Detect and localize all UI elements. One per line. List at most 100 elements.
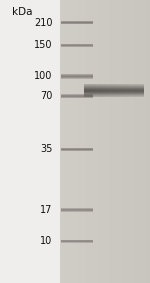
Bar xyxy=(80,0,81,283)
Bar xyxy=(140,84,142,97)
Bar xyxy=(146,0,147,283)
Bar xyxy=(102,84,104,97)
Bar xyxy=(102,0,104,283)
Bar xyxy=(72,0,74,283)
Bar xyxy=(96,84,98,97)
Bar xyxy=(116,0,117,283)
Bar xyxy=(136,0,138,283)
Bar xyxy=(141,0,142,283)
Bar xyxy=(84,95,144,96)
Bar xyxy=(132,0,134,283)
Bar xyxy=(110,0,111,283)
Text: 210: 210 xyxy=(34,18,52,28)
Bar xyxy=(128,84,130,97)
Bar xyxy=(98,84,100,97)
Bar xyxy=(110,84,112,97)
Bar xyxy=(130,84,132,97)
Bar xyxy=(84,86,144,87)
Bar xyxy=(94,84,96,97)
Bar xyxy=(84,85,144,86)
Bar xyxy=(126,84,128,97)
Bar xyxy=(118,84,120,97)
Bar xyxy=(75,0,76,283)
Bar xyxy=(117,0,118,283)
Bar xyxy=(88,84,90,97)
Bar xyxy=(70,0,72,283)
Bar xyxy=(99,0,100,283)
Bar xyxy=(134,84,136,97)
Bar xyxy=(60,0,61,283)
Bar xyxy=(129,0,130,283)
Text: 10: 10 xyxy=(40,236,52,246)
Bar xyxy=(90,0,92,283)
Bar xyxy=(88,0,90,283)
Bar xyxy=(84,87,144,88)
Bar xyxy=(111,0,112,283)
Bar xyxy=(92,84,94,97)
Bar xyxy=(81,0,82,283)
Bar xyxy=(123,0,124,283)
Bar xyxy=(94,0,96,283)
Bar xyxy=(64,0,66,283)
Bar xyxy=(142,0,144,283)
Bar xyxy=(84,84,144,85)
Bar xyxy=(114,0,116,283)
Bar xyxy=(138,84,140,97)
Text: 70: 70 xyxy=(40,91,52,101)
Bar xyxy=(138,0,140,283)
Text: 17: 17 xyxy=(40,205,52,215)
Bar xyxy=(85,0,87,283)
Bar xyxy=(68,0,69,283)
Bar xyxy=(130,0,132,283)
Bar xyxy=(0,0,60,283)
Bar xyxy=(128,0,129,283)
Bar xyxy=(84,91,144,92)
Bar xyxy=(120,84,122,97)
Bar xyxy=(140,0,141,283)
Bar xyxy=(82,0,84,283)
Bar xyxy=(124,0,126,283)
Bar xyxy=(120,0,122,283)
Bar xyxy=(126,0,128,283)
Bar xyxy=(90,84,92,97)
Bar xyxy=(84,84,86,97)
Bar xyxy=(61,0,63,283)
Bar xyxy=(96,0,98,283)
Text: 35: 35 xyxy=(40,144,52,155)
Bar xyxy=(86,84,88,97)
Bar xyxy=(78,0,80,283)
Bar xyxy=(106,84,108,97)
Bar xyxy=(84,96,144,97)
Bar xyxy=(74,0,75,283)
Text: 100: 100 xyxy=(34,71,52,82)
Bar xyxy=(122,84,124,97)
Bar xyxy=(118,0,120,283)
Bar xyxy=(144,0,146,283)
Bar xyxy=(98,0,99,283)
Bar xyxy=(124,84,126,97)
Bar xyxy=(105,0,106,283)
Bar xyxy=(104,84,106,97)
Bar xyxy=(84,89,144,90)
Bar xyxy=(84,92,144,93)
Bar xyxy=(142,84,144,97)
Bar xyxy=(136,84,138,97)
Bar xyxy=(100,0,102,283)
Bar xyxy=(69,0,70,283)
Bar xyxy=(84,88,144,89)
Bar xyxy=(84,94,144,95)
Bar xyxy=(100,84,102,97)
Bar xyxy=(148,0,150,283)
Bar xyxy=(112,84,114,97)
Bar xyxy=(84,0,86,283)
Bar xyxy=(76,0,78,283)
Bar xyxy=(116,84,118,97)
Bar xyxy=(114,84,116,97)
Bar xyxy=(106,0,108,283)
Text: 150: 150 xyxy=(34,40,52,50)
Bar xyxy=(108,0,110,283)
Bar xyxy=(135,0,136,283)
Bar xyxy=(93,0,94,283)
Bar xyxy=(134,0,135,283)
Bar xyxy=(108,84,110,97)
